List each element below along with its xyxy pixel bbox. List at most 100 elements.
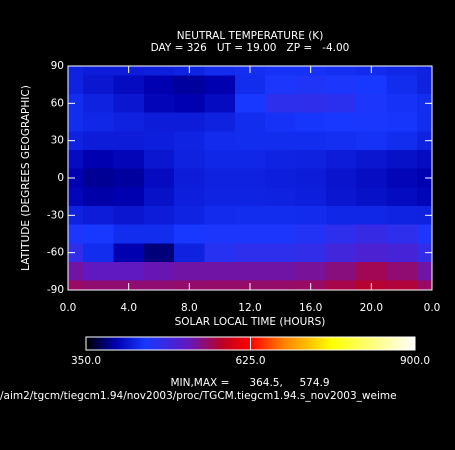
heat-cell	[386, 280, 418, 291]
y-tick-label: 90	[51, 60, 64, 72]
heat-cell	[265, 280, 296, 291]
heat-cell	[356, 224, 387, 244]
heat-cell	[143, 262, 175, 282]
heat-cell	[356, 187, 387, 207]
heat-cell	[356, 262, 387, 282]
heat-cell	[295, 131, 327, 151]
heat-cell	[113, 243, 145, 263]
heat-cell	[265, 75, 296, 95]
heat-cell	[356, 150, 387, 170]
heat-cell	[204, 224, 236, 244]
heat-cell	[386, 168, 418, 188]
heat-cell	[416, 243, 433, 263]
y-tick-label: 0	[57, 172, 64, 184]
heat-cell	[234, 131, 266, 151]
x-axis-label: SOLAR LOCAL TIME (HOURS)	[175, 316, 326, 328]
heat-cell	[386, 150, 418, 170]
heat-cell	[295, 262, 327, 282]
heat-cell	[295, 243, 327, 263]
heat-cell	[204, 131, 236, 151]
heat-cell	[325, 262, 357, 282]
heat-cell	[83, 280, 114, 291]
heat-cell	[174, 94, 205, 114]
heat-cell	[386, 94, 418, 114]
heat-cell	[416, 94, 433, 114]
heat-cell	[386, 75, 418, 95]
heat-cell	[143, 243, 175, 263]
heat-cell	[113, 168, 145, 188]
heat-cell	[265, 187, 296, 207]
heat-cell	[356, 168, 387, 188]
heat-cell	[234, 187, 266, 207]
heat-cell	[295, 94, 327, 114]
heat-cell	[68, 94, 84, 114]
heat-cell	[356, 243, 387, 263]
heat-cell	[204, 280, 236, 291]
heat-cell	[265, 168, 296, 188]
y-tick-label: 30	[51, 135, 64, 147]
heat-cell	[295, 168, 327, 188]
heat-cell	[83, 206, 114, 226]
heat-cell	[234, 243, 266, 263]
colorbar-tick-label: 625.0	[235, 355, 265, 367]
heat-cell	[68, 112, 84, 132]
heat-cell	[113, 112, 145, 132]
heat-cell	[174, 206, 205, 226]
heat-cell	[416, 168, 433, 188]
heat-cell	[204, 262, 236, 282]
heat-cell	[265, 112, 296, 132]
heat-cell	[83, 66, 114, 76]
heat-cell	[325, 112, 357, 132]
x-tick-label: 12.0	[238, 302, 261, 314]
heat-cell	[356, 131, 387, 151]
heat-cell	[143, 168, 175, 188]
heat-cell	[386, 206, 418, 226]
heat-cell	[265, 94, 296, 114]
heat-cell	[295, 187, 327, 207]
heat-cell	[265, 66, 296, 76]
heat-cell	[386, 224, 418, 244]
min-max: MIN,MAX = 364.5, 574.9	[170, 377, 329, 389]
heat-cell	[204, 150, 236, 170]
heat-cell	[416, 206, 433, 226]
heat-cell	[234, 112, 266, 132]
heat-cell	[68, 224, 84, 244]
heat-cell	[325, 280, 357, 291]
heat-cell	[83, 224, 114, 244]
y-axis-label: LATITUDE (DEGREES GEOGRAPHIC)	[20, 85, 32, 271]
heat-cell	[83, 168, 114, 188]
heat-cell	[113, 262, 145, 282]
heat-cell	[68, 206, 84, 226]
heat-cell	[83, 187, 114, 207]
chart-title: NEUTRAL TEMPERATURE (K)	[177, 30, 324, 42]
colorbar-tick-label: 350.0	[71, 355, 101, 367]
y-tick-label: -90	[47, 284, 64, 296]
heat-cell	[174, 150, 205, 170]
heat-cell	[234, 206, 266, 226]
heat-cell	[416, 262, 433, 282]
heat-cell	[174, 187, 205, 207]
heat-cell	[416, 131, 433, 151]
heat-cell	[174, 131, 205, 151]
heat-cell	[204, 243, 236, 263]
heat-cell	[234, 262, 266, 282]
heat-cell	[416, 150, 433, 170]
heat-cell	[234, 94, 266, 114]
heat-cell	[265, 262, 296, 282]
heat-cell	[204, 66, 236, 76]
heat-cell	[83, 94, 114, 114]
heat-cell	[204, 75, 236, 95]
heat-cell	[416, 66, 433, 76]
heat-cell	[68, 187, 84, 207]
heat-cell	[113, 75, 145, 95]
heat-cell	[234, 75, 266, 95]
heat-cell	[174, 224, 205, 244]
heat-cell	[174, 262, 205, 282]
heat-cell	[113, 150, 145, 170]
heat-cell	[265, 150, 296, 170]
x-tick-label: 8.0	[181, 302, 198, 314]
heat-cell	[68, 150, 84, 170]
heat-cell	[265, 224, 296, 244]
colorbar-tick-label: 900.0	[400, 355, 430, 367]
